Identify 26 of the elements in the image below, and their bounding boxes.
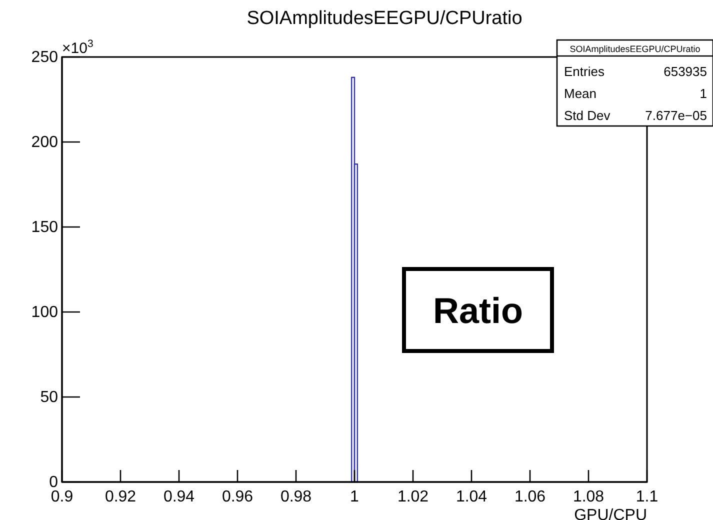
annotation: 7.677e−05 (645, 108, 707, 123)
y-tick-label: 50 (40, 389, 58, 406)
y-tick-label: 250 (31, 49, 58, 66)
x-tick-label: 0.96 (222, 488, 254, 506)
annotation: Std Dev (564, 108, 611, 123)
x-tick-label: 1 (350, 488, 360, 506)
text: 1 (700, 86, 707, 101)
x-tick-label: 1.06 (514, 488, 546, 506)
annotation: Entries (564, 64, 605, 79)
text: SOIAmplitudesEEGPU/CPUratio (570, 44, 700, 54)
x-tick-label: 1.1 (636, 488, 658, 506)
annotation: Mean (564, 86, 597, 101)
y-tick-label: 150 (31, 219, 58, 236)
x-tick-label: 0.92 (104, 488, 136, 506)
x-tick-label: 0.98 (280, 488, 312, 506)
text: 653935 (664, 64, 707, 79)
x-tick-label: 1.02 (397, 488, 429, 506)
x-tick-label: 1.08 (572, 488, 604, 506)
x-tick-label: 1.04 (456, 488, 488, 506)
chart-title: SOIAmplitudesEEGPU/CPUratio (246, 8, 522, 29)
y-tick-label: 200 (31, 134, 58, 152)
y-tick-label: 100 (31, 304, 58, 322)
annotation: ×10$^{3}$ (62, 38, 94, 57)
annotation: Ratio (433, 290, 523, 331)
x-tick-label: 0.94 (163, 488, 195, 506)
x-axis-title: GPU/CPU (574, 507, 647, 520)
